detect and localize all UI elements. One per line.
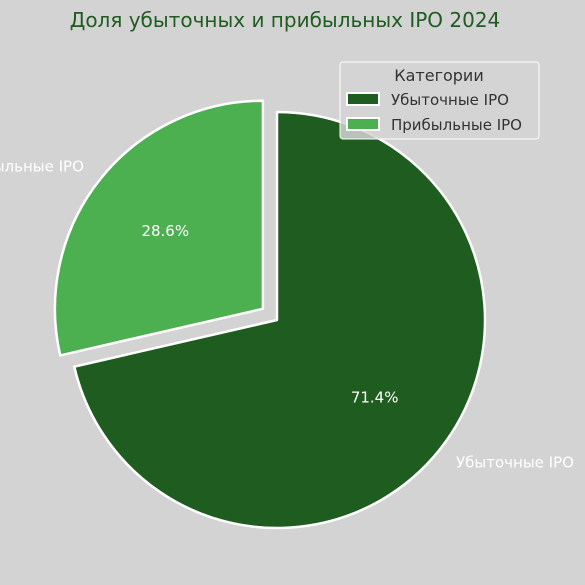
legend-label-profit: Прибыльные IPO — [391, 116, 522, 134]
pct-label-loss: 71.4% — [351, 389, 399, 407]
legend: Категории Убыточные IPO Прибыльные IPO — [339, 61, 540, 140]
legend-swatch-profit — [346, 117, 380, 131]
pct-label-profit: 28.6% — [141, 222, 189, 240]
pie-labels: 71.4% Убыточные IPO 28.6% Прибыльные IPO — [0, 157, 574, 471]
legend-label-loss: Убыточные IPO — [391, 91, 509, 109]
category-label-profit: Прибыльные IPO — [0, 157, 84, 175]
legend-title: Категории — [394, 66, 483, 85]
pie-slices — [53, 99, 487, 530]
chart-title: Доля убыточных и прибыльных IPO 2024 — [70, 8, 501, 32]
legend-swatch-loss — [346, 92, 380, 106]
legend-box — [339, 61, 540, 140]
category-label-loss: Убыточные IPO — [456, 453, 574, 471]
pie-slice-loss — [73, 110, 487, 530]
pie-slice-profit — [53, 99, 265, 357]
